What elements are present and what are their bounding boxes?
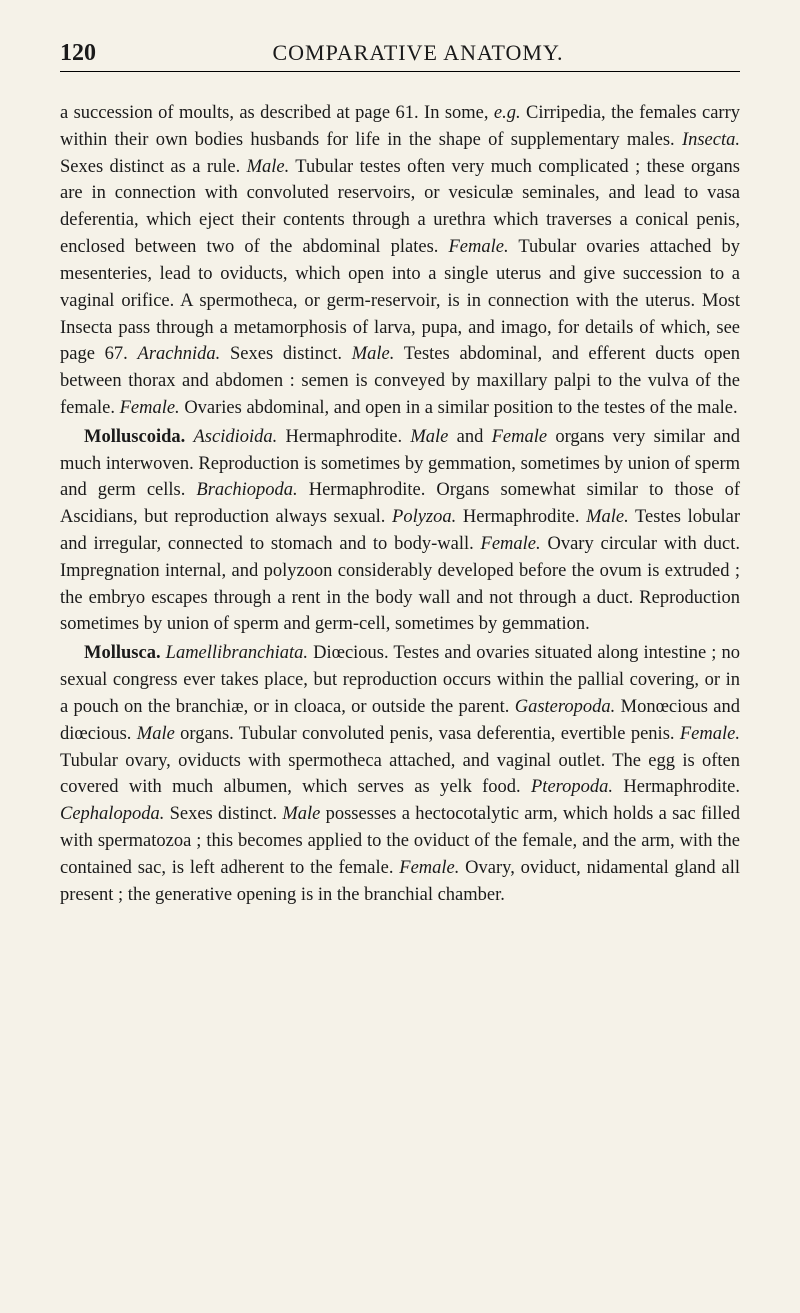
text: [185, 427, 193, 447]
page-number: 120: [60, 40, 96, 67]
italic-text: Male.: [247, 157, 290, 177]
italic-text: Pteropoda.: [531, 777, 613, 797]
bold-heading: Mollusca.: [84, 643, 161, 663]
paragraph-3: Mollusca. Lamellibranchiata. Diœcious. T…: [60, 640, 740, 908]
italic-text: Female.: [481, 534, 541, 554]
paragraph-1: a succession of moults, as described at …: [60, 100, 740, 422]
page-title: COMPARATIVE ANATOMY.: [156, 40, 680, 66]
italic-text: Male.: [586, 507, 629, 527]
text: Sexes distinct as a rule.: [60, 157, 247, 177]
italic-text: Ascidioida.: [194, 427, 278, 447]
text: a succession of moults, as described at …: [60, 103, 494, 123]
page-header: 120 COMPARATIVE ANATOMY.: [60, 40, 740, 72]
text: Hermaphrodite.: [456, 507, 586, 527]
italic-text: Male: [137, 724, 175, 744]
italic-text: Polyzoa.: [392, 507, 456, 527]
italic-text: e.g.: [494, 103, 521, 123]
italic-text: Male: [282, 804, 320, 824]
text: Hermaphrodite.: [277, 427, 410, 447]
italic-text: Female.: [399, 858, 459, 878]
italic-text: Female.: [448, 237, 508, 257]
text: and: [448, 427, 491, 447]
text: organs. Tubular convoluted penis, vasa d…: [175, 724, 680, 744]
italic-text: Lamellibranchiata.: [166, 643, 308, 663]
italic-text: Arachnida.: [138, 344, 221, 364]
italic-text: Female.: [120, 398, 180, 418]
text: Ovaries abdominal, and open in a similar…: [180, 398, 738, 418]
italic-text: Male: [410, 427, 448, 447]
italic-text: Female: [492, 427, 547, 447]
italic-text: Brachiopoda.: [196, 480, 297, 500]
italic-text: Female.: [680, 724, 740, 744]
italic-text: Male.: [352, 344, 395, 364]
italic-text: Insecta.: [682, 130, 740, 150]
text: Sexes distinct.: [164, 804, 282, 824]
text: Sexes distinct.: [220, 344, 351, 364]
text: Hermaphrodite.: [613, 777, 740, 797]
italic-text: Gasteropoda.: [515, 697, 616, 717]
paragraph-2: Molluscoida. Ascidioida. Hermaphrodite. …: [60, 424, 740, 639]
page-content: a succession of moults, as described at …: [60, 100, 740, 908]
bold-heading: Molluscoida.: [84, 427, 185, 447]
italic-text: Cephalopoda.: [60, 804, 164, 824]
